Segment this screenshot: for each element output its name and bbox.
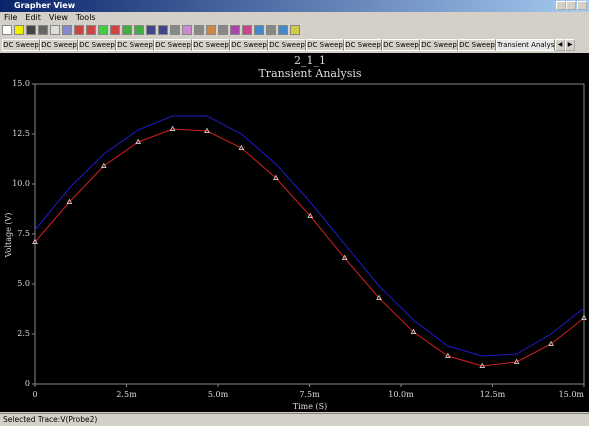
chart-title: 2_1_1 <box>294 54 326 67</box>
tab[interactable]: Transient Analysis <box>496 39 555 51</box>
menu-item[interactable]: Tools <box>75 13 96 22</box>
toolbar-button[interactable] <box>74 25 84 35</box>
menu-item[interactable]: Edit <box>25 13 41 22</box>
menu-bar: File Edit View Tools <box>0 12 96 24</box>
window-title: Grapher View <box>14 1 76 10</box>
toolbar-button[interactable] <box>194 25 204 35</box>
x-axis-label: Time (S) <box>293 402 327 411</box>
status-text: Selected Trace:V(Probe2) <box>3 415 98 424</box>
point-marker <box>376 294 382 300</box>
toolbar-button[interactable] <box>170 25 180 35</box>
toolbar-button[interactable] <box>110 25 120 35</box>
y-tick-label: 10.0 <box>12 179 30 188</box>
tab[interactable]: DC Sweep <box>116 39 154 51</box>
tab[interactable]: DC Sweep <box>344 39 382 51</box>
x-tick-label: 12.5m <box>480 390 506 399</box>
x-tick-label: 5.0m <box>208 390 229 399</box>
point-marker <box>581 314 587 320</box>
tab[interactable]: DC Sweep <box>78 39 116 51</box>
y-tick-label: 0 <box>25 379 30 388</box>
toolbar-button[interactable] <box>14 25 24 35</box>
y-tick-label: 7.5 <box>17 229 30 238</box>
chart: 2_1_1 Transient Analysis Time (S) Voltag… <box>0 53 589 412</box>
tab[interactable]: DC Sweep <box>420 39 458 51</box>
tab[interactable]: DC Sweep <box>40 39 78 51</box>
point-marker <box>101 162 107 168</box>
plot-frame <box>34 83 585 385</box>
point-marker <box>445 352 451 358</box>
tab[interactable]: DC Sweep <box>230 39 268 51</box>
toolbar-button[interactable] <box>26 25 36 35</box>
toolbar-button[interactable] <box>86 25 96 35</box>
tab[interactable]: DC Sweep <box>2 39 40 51</box>
point-marker <box>307 212 314 218</box>
point-marker <box>135 138 142 144</box>
title-bar: Grapher View <box>0 0 589 12</box>
y-tick-label: 12.5 <box>12 129 30 138</box>
point-marker <box>479 362 486 368</box>
toolbar-button[interactable] <box>218 25 228 35</box>
tab[interactable]: DC Sweep <box>458 39 496 51</box>
tab-scroll-left[interactable]: ◀ <box>555 39 565 51</box>
maximize-button[interactable] <box>566 1 576 10</box>
toolbar-button[interactable] <box>254 25 264 35</box>
y-axis-label: Voltage (V) <box>4 213 13 259</box>
point-marker <box>169 125 176 131</box>
point-marker <box>66 198 73 204</box>
toolbar-button[interactable] <box>182 25 192 35</box>
point-marker <box>341 254 348 260</box>
tab-bar: DC Sweep DC Sweep DC Sweep DC Sweep DC Sweep… <box>2 39 575 52</box>
point-marker <box>513 358 520 364</box>
toolbar-button[interactable] <box>62 25 72 35</box>
point-marker <box>204 127 210 133</box>
point-marker <box>548 340 554 346</box>
toolbar-button[interactable] <box>146 25 156 35</box>
tab[interactable]: DC Sweep <box>154 39 192 51</box>
status-bar: Selected Trace:V(Probe2) <box>0 413 589 426</box>
menu-item[interactable]: View <box>48 13 68 22</box>
point-marker <box>32 238 38 244</box>
toolbar-button[interactable] <box>2 25 12 35</box>
close-button[interactable] <box>577 1 587 10</box>
point-marker <box>273 174 279 180</box>
toolbar-button[interactable] <box>158 25 168 35</box>
toolbar-button[interactable] <box>266 25 276 35</box>
x-tick-label: 10.0m <box>388 390 414 399</box>
menu-item[interactable]: File <box>4 13 18 22</box>
tab-scroll-right[interactable]: ▶ <box>565 39 575 51</box>
toolbar-button[interactable] <box>230 25 240 35</box>
y-tick-label: 5.0 <box>17 279 30 288</box>
y-tick-label: 15.0 <box>12 79 30 88</box>
y-tick-label: 2.5 <box>17 329 30 338</box>
toolbar-button[interactable] <box>278 25 288 35</box>
tab[interactable]: DC Sweep <box>192 39 230 51</box>
toolbar-button[interactable] <box>122 25 132 35</box>
toolbar-button[interactable] <box>98 25 108 35</box>
tab[interactable]: DC Sweep <box>306 39 344 51</box>
x-tick-label: 0 <box>32 390 37 399</box>
point-marker <box>238 144 245 150</box>
toolbar-button[interactable] <box>134 25 144 35</box>
line-series <box>34 115 585 357</box>
minimize-button[interactable] <box>556 1 566 10</box>
tab[interactable]: DC Sweep <box>268 39 306 51</box>
toolbar-button[interactable] <box>50 25 60 35</box>
x-tick-label: 2.5m <box>116 390 137 399</box>
toolbar-button[interactable] <box>242 25 252 35</box>
line-series <box>34 128 585 367</box>
point-marker <box>410 328 417 334</box>
toolbar <box>2 25 300 38</box>
chart-subtitle: Transient Analysis <box>258 67 361 80</box>
x-tick-label: 15.0m <box>559 390 585 399</box>
tab[interactable]: DC Sweep <box>382 39 420 51</box>
toolbar-button[interactable] <box>38 25 48 35</box>
toolbar-button[interactable] <box>290 25 300 35</box>
x-tick-label: 7.5m <box>299 390 320 399</box>
toolbar-button[interactable] <box>206 25 216 35</box>
